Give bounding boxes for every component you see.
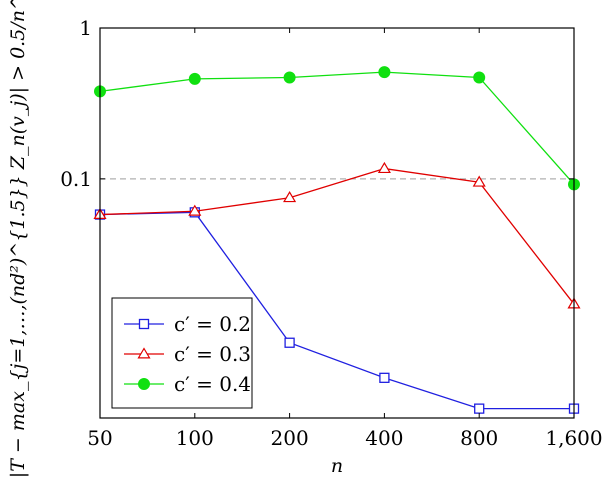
data-point — [377, 161, 391, 174]
legend-item: c′ = 0.4 — [124, 372, 251, 396]
legend-item: c′ = 0.2 — [124, 312, 251, 336]
x-tick-label: 100 — [176, 426, 214, 450]
tick-layer: 50 100 200 400 800 1,600 0.1 1 — [60, 16, 602, 450]
y-tick-label: 1 — [79, 16, 92, 40]
legend-item: c′ = 0.3 — [124, 342, 251, 366]
legend-marker — [138, 378, 150, 390]
data-point — [188, 204, 202, 216]
data-point — [283, 191, 297, 203]
legend-label: c′ = 0.4 — [174, 372, 251, 396]
legend-marker — [138, 318, 150, 330]
data-point — [378, 66, 391, 79]
x-tick-label: 200 — [271, 426, 309, 450]
series-3 — [94, 66, 580, 191]
legend-items: c′ = 0.2 c′ = 0.3 c′ = 0.4 — [124, 312, 251, 396]
x-tick-label: 1,600 — [545, 426, 602, 450]
data-point — [188, 72, 201, 85]
legend-marker — [137, 347, 151, 359]
legend-label: c′ = 0.3 — [174, 342, 251, 366]
series-line — [99, 167, 575, 305]
series-line — [99, 211, 574, 410]
y-axis-label: P[|T − max_{j=1,…,(nd²)^{1.5}} Z_n(v_j)|… — [7, 0, 29, 478]
data-point — [474, 403, 485, 414]
x-axis-label: n — [331, 455, 343, 477]
x-tick-label: 400 — [365, 426, 403, 450]
series-2 — [93, 161, 581, 309]
series-line — [99, 71, 575, 185]
data-point — [472, 175, 486, 187]
data-point — [283, 71, 296, 84]
data-point — [284, 337, 295, 348]
legend-label: c′ = 0.2 — [174, 312, 251, 336]
legend-box — [111, 297, 253, 409]
legend: c′ = 0.2 c′ = 0.3 c′ = 0.4 — [111, 297, 253, 409]
data-point — [379, 372, 390, 383]
plot-frame — [99, 27, 575, 419]
y-tick-label: 0.1 — [60, 167, 92, 191]
x-tick-label: 800 — [460, 426, 498, 450]
x-tick-label: 50 — [87, 426, 112, 450]
data-point — [473, 71, 486, 84]
